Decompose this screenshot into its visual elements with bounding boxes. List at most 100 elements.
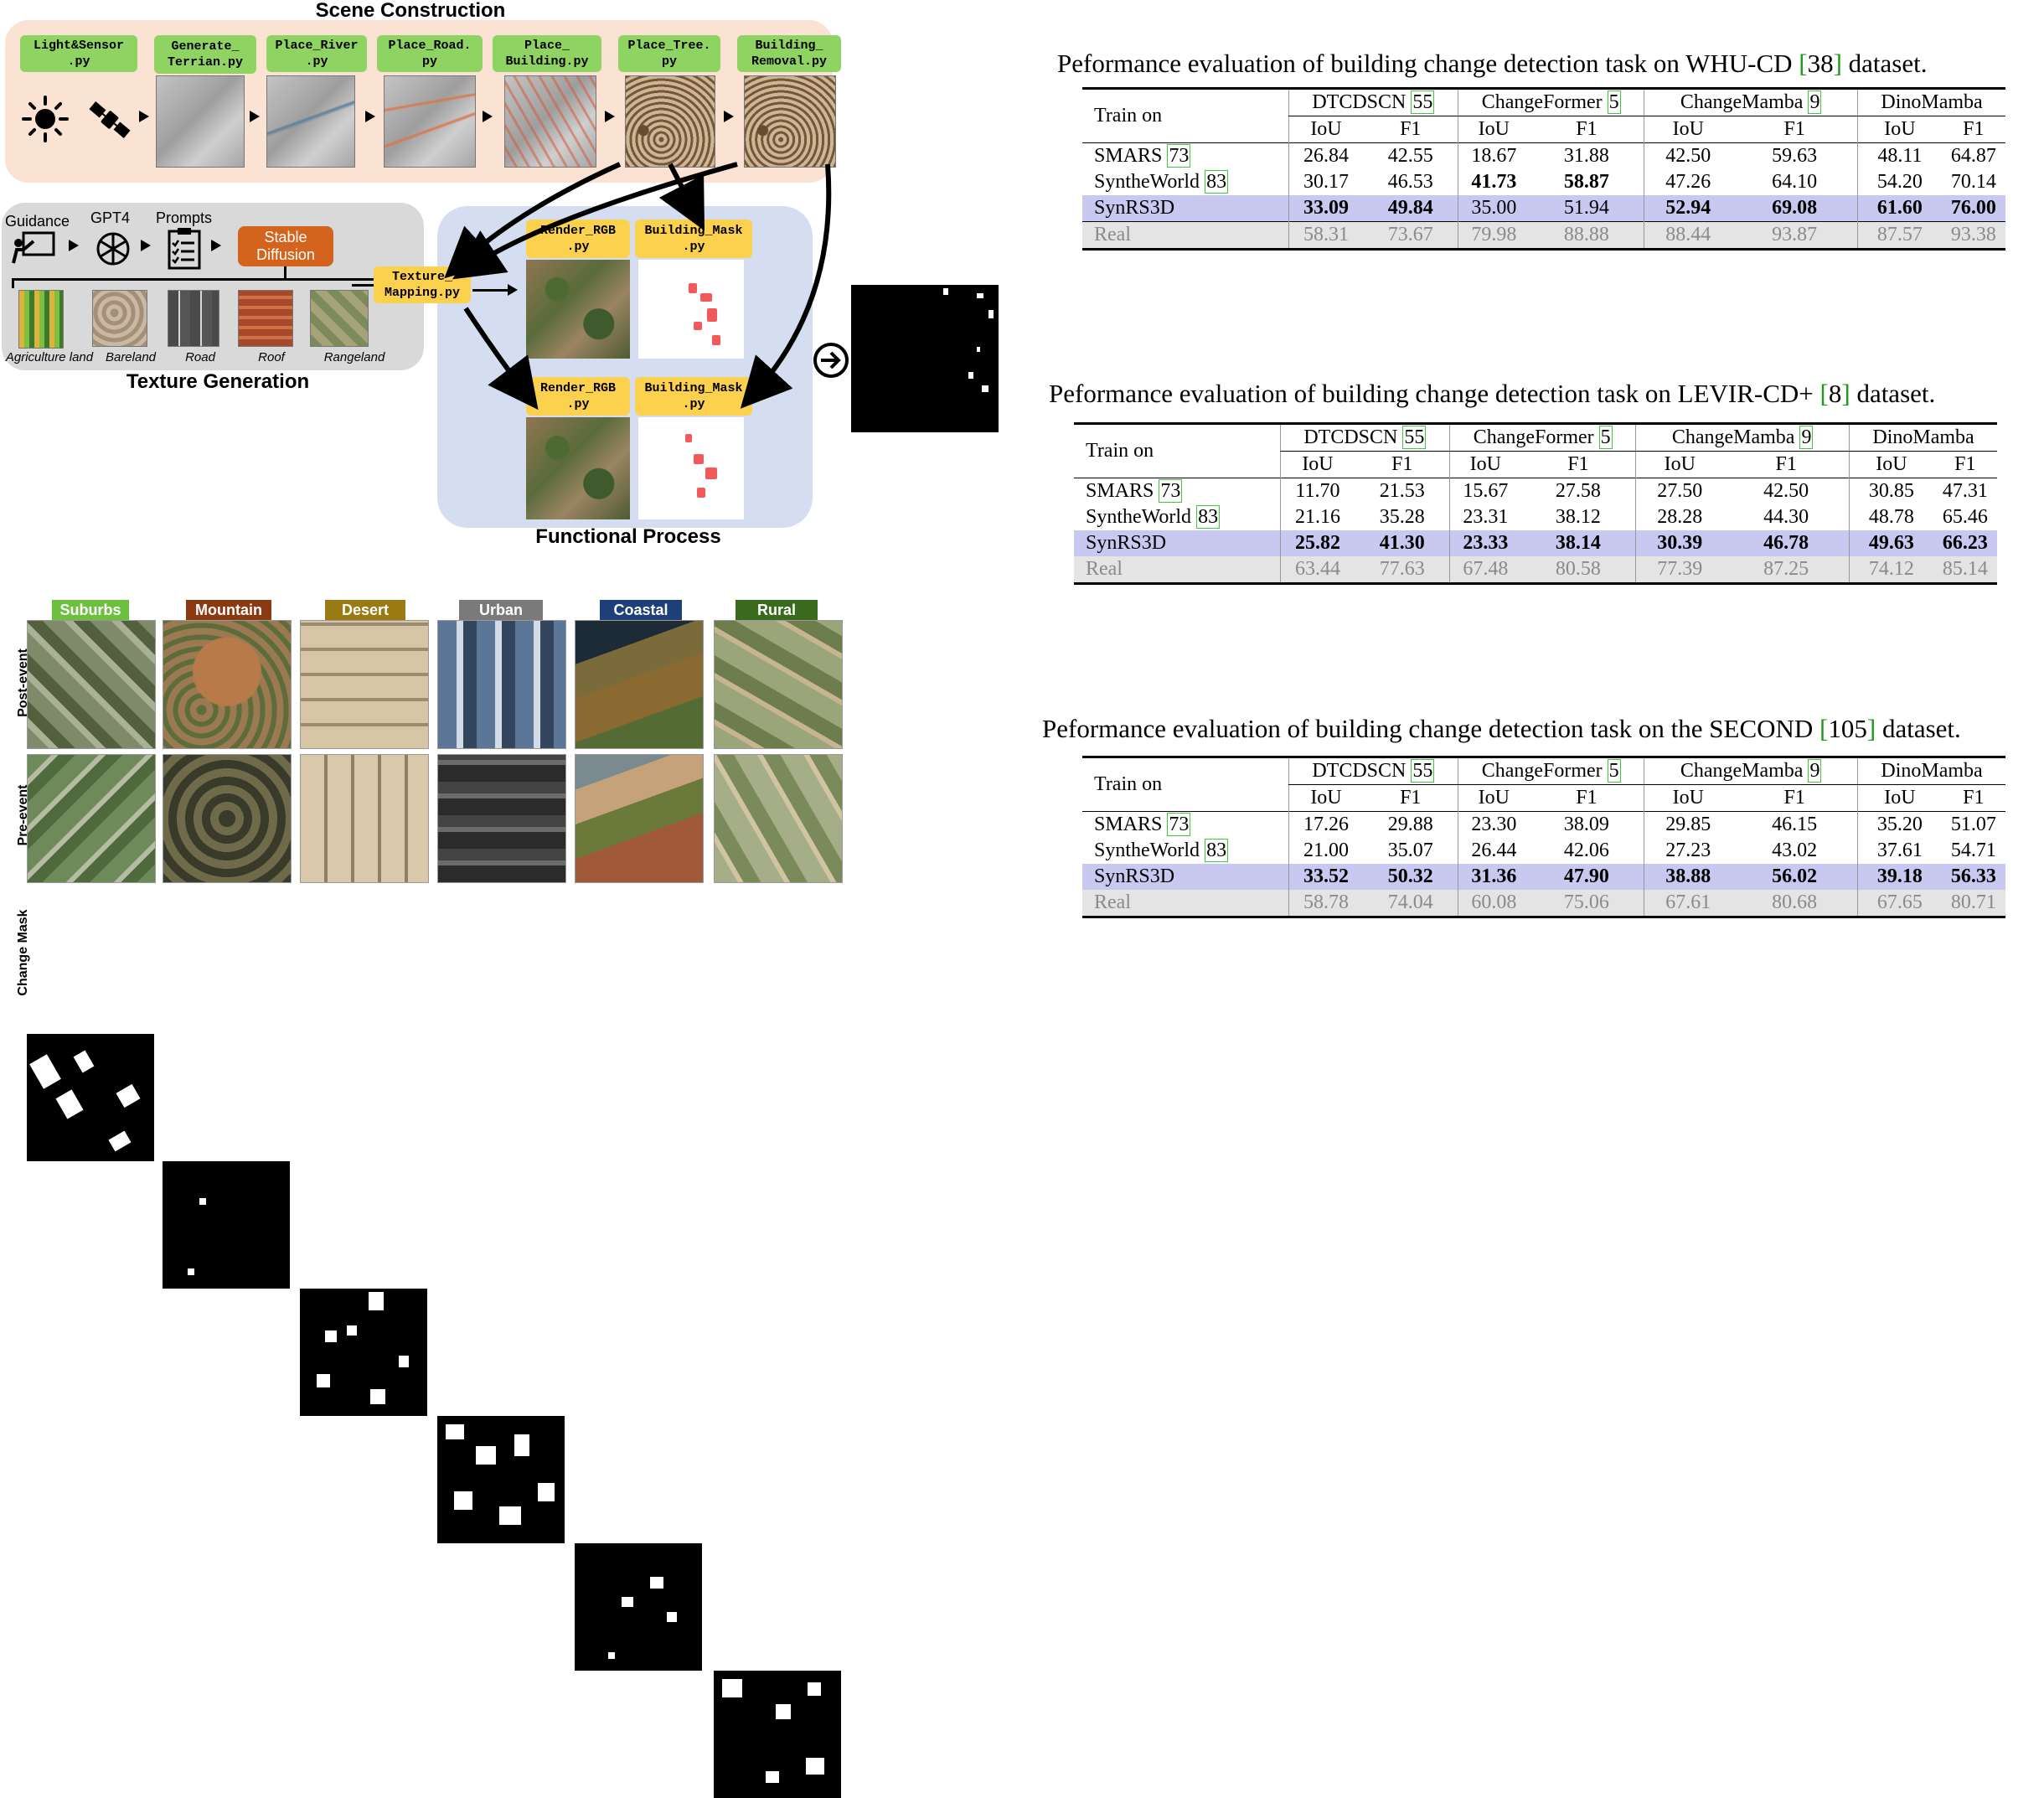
pre-event-image [300,754,429,883]
method-header: DTCDSCN 55 [1288,88,1458,116]
metric-header: F1 [1400,787,1422,809]
satellite-icon [89,101,131,138]
metric-header: IoU [1279,451,1355,478]
arrow-icon [724,111,734,122]
table-2-title: Peformance evaluation of building change… [1049,379,1936,408]
method-header: ChangeFormer 5 [1458,88,1644,116]
functional-process-title: Functional Process [535,525,721,548]
texture-label-roof: Roof [258,350,285,364]
arrow-icon [250,111,260,122]
post-event-image [27,620,156,749]
metric-header: IoU [1288,784,1364,812]
method-header: DinoMamba [1857,88,2005,116]
table-row: SMARS 73 11.70 21.53 15.67 27.58 27.50 42.5… [1074,478,1997,504]
method-header: DTCDSCN 55 [1279,423,1450,452]
metric-header: F1 [1567,453,1589,475]
river-image [266,75,355,168]
table-1-title: Peformance evaluation of building change… [1057,49,1928,78]
post-event-image [575,620,704,749]
building-mask-image-1 [638,260,744,359]
metric-header: IoU [1288,116,1364,143]
bracket-stem [284,266,286,278]
post-event-image [437,620,566,749]
train-on-header: Train on [1094,773,1163,795]
train-on-header: Train on [1094,105,1163,127]
texture-label-bareland: Bareland [105,350,157,364]
post-event-image [300,620,429,749]
post-event-image [163,620,292,749]
guidance-icon [12,231,55,264]
script-render-rgb-1: Render_RGB .py [526,220,630,258]
category-label-desert: Desert [325,600,405,620]
final-mask-image [851,285,999,432]
change-mask-image [437,1416,565,1543]
script-building-mask-1: Building_Mask .py [635,220,752,258]
terrain-image [156,75,245,168]
train-on-header: Train on [1086,440,1154,462]
metric-header: F1 [1963,118,1985,140]
texture-label-rangeland: Rangeland [323,350,385,364]
script-place-river: Place_River .py [266,35,367,72]
row-label-change-mask: Change Mask [16,909,30,996]
script-place-road: Place_Road. py [377,35,483,72]
metric-header: F1 [1783,787,1805,809]
category-label-urban: Urban [459,600,543,620]
next-arrow-icon [813,343,849,378]
texture-generation-title: Texture Generation [126,370,310,393]
table-row: SynRS3D 25.82 41.30 23.33 38.14 30.39 46.78… [1074,530,1997,556]
arrow-icon [211,240,221,251]
metric-header: IoU [1849,451,1933,478]
category-label-coastal: Coastal [600,600,682,620]
pre-event-image [575,754,704,883]
metric-header: IoU [1644,784,1732,812]
category-label-rural: Rural [736,600,818,620]
prompts-label: Prompts [156,209,213,226]
table-row: Real 58.31 73.67 79.98 88.88 88.44 93.87 87… [1082,221,2005,250]
texture-tile-agriculture [18,290,64,349]
table-row: SMARS 73 17.26 29.88 23.30 38.09 29.85 46.1… [1082,811,2005,838]
change-mask-image [300,1289,427,1416]
metric-header: F1 [1963,787,1985,809]
metric-header: F1 [1576,787,1598,809]
script-render-rgb-2: Render_RGB .py [526,377,630,416]
arrow-icon [141,240,151,251]
arrow-icon [483,111,493,122]
texture-label-agriculture: Agriculture land [5,350,94,364]
method-header: DinoMamba [1849,423,1997,452]
table-row: SynRS3D 33.09 49.84 35.00 51.94 52.94 69.08… [1082,195,2005,222]
method-header: ChangeMamba 9 [1644,88,1858,116]
render-rgb-image-2 [526,417,630,519]
arrow-icon [69,240,79,251]
category-label-mountain: Mountain [186,600,271,620]
render-rgb-image-1 [526,260,630,359]
arrow-icon [508,284,518,296]
pre-event-image [714,754,843,883]
table-row: SyntheWorld 83 21.00 35.07 26.44 42.06 27.… [1082,838,2005,864]
script-building-mask-2: Building_Mask .py [635,377,752,416]
metric-header: IoU [1449,451,1521,478]
metric-header: F1 [1576,118,1598,140]
pre-event-image [437,754,566,883]
table-row: SyntheWorld 83 21.16 35.28 23.31 38.12 28.… [1074,504,1997,530]
change-mask-image [27,1034,154,1161]
metric-header: IoU [1644,116,1732,143]
table-2: Train on DTCDSCN 55 ChangeFormer 5 Chang… [1074,422,1997,585]
table-3: Train on DTCDSCN 55 ChangeFormer 5 Chang… [1082,756,2005,918]
metric-header: F1 [1391,453,1413,475]
arrow-icon [605,111,615,122]
texture-tile-rangeland [310,290,369,347]
metric-header: IoU [1857,116,1942,143]
method-header: ChangeMamba 9 [1635,423,1850,452]
arrow-icon [139,111,149,122]
metric-header: IoU [1458,784,1530,812]
building-mask-image-2 [638,417,744,519]
script-texture-mapping: Texture_ Mapping.py [374,266,471,303]
gpt4-label: GPT4 [90,209,131,226]
guidance-label: Guidance [5,213,70,230]
metric-header: IoU [1857,784,1942,812]
method-header: DinoMamba [1857,757,2005,785]
method-header: ChangeFormer 5 [1458,757,1644,785]
method-header: ChangeFormer 5 [1449,423,1636,452]
pre-event-image [27,754,156,883]
tree-image [625,75,715,168]
